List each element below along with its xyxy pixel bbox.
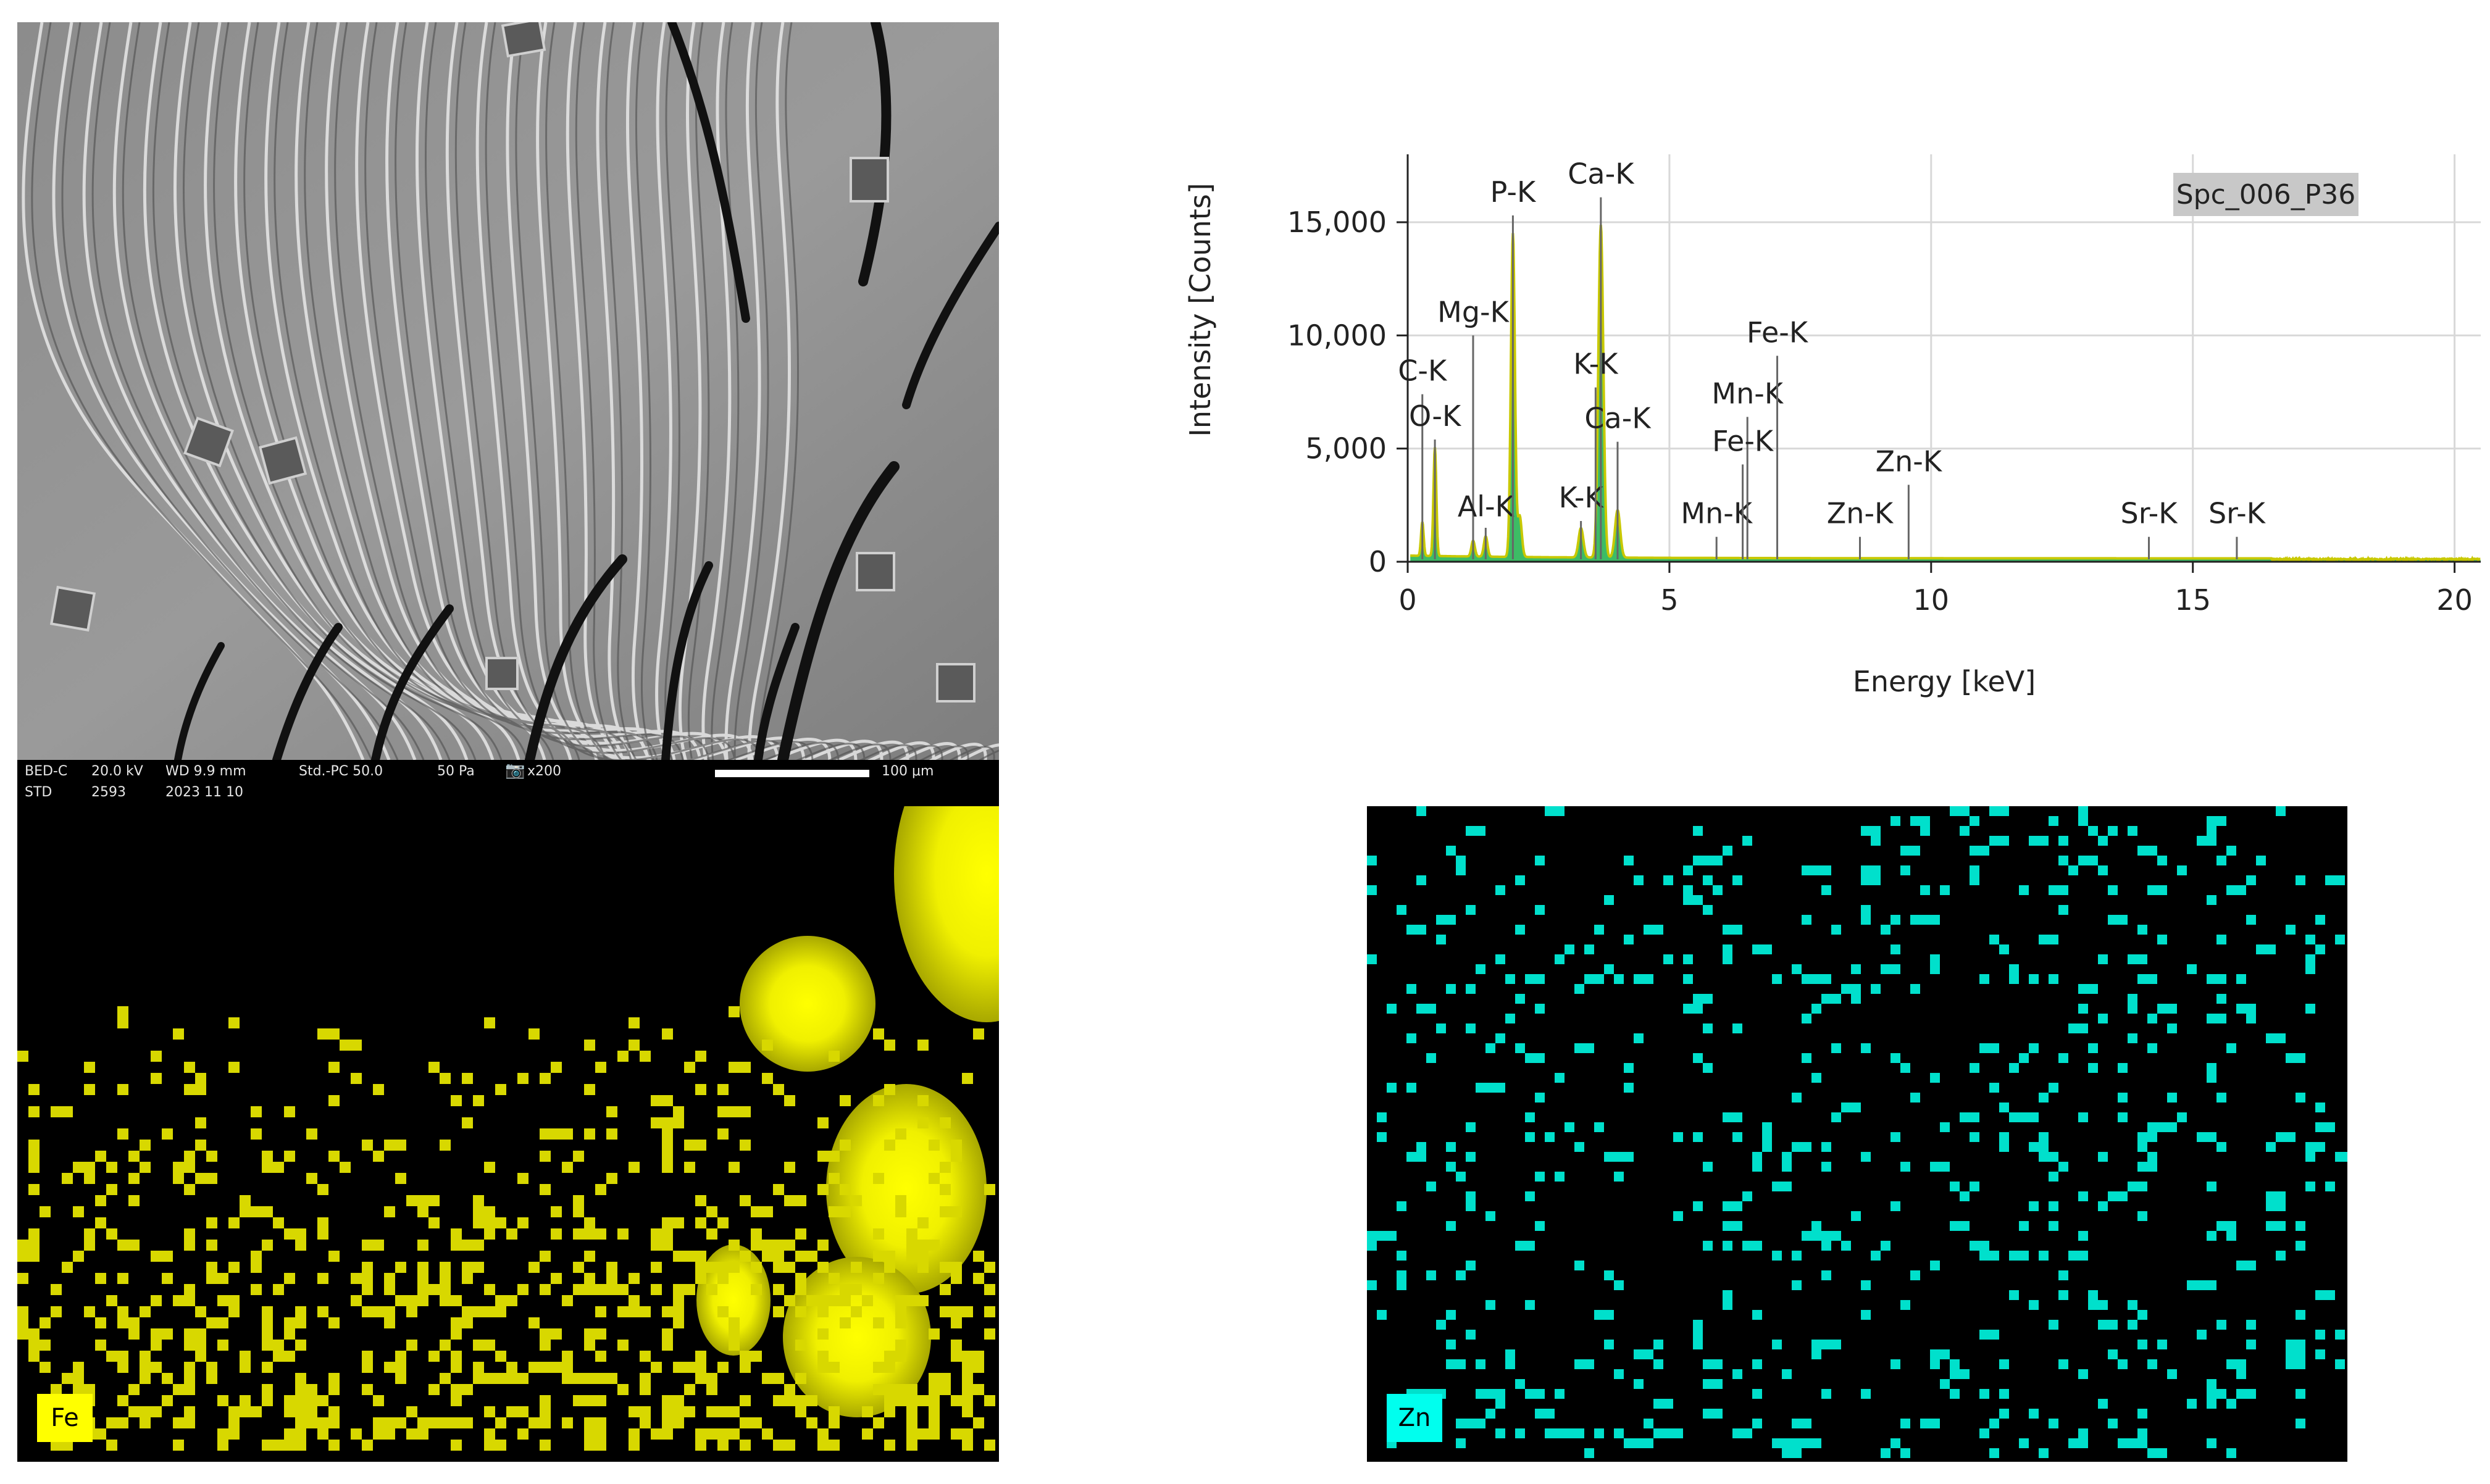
- sem-magnification: x200: [527, 764, 562, 779]
- sem-std-label: STD: [25, 785, 52, 800]
- fe-map-image: [17, 806, 999, 1451]
- sem-voltage: 20.0 kV: [91, 764, 143, 779]
- peak-label: Ca-K: [1568, 157, 1635, 191]
- peak-label: Mn-K: [1711, 377, 1784, 410]
- sem-image-number: 2593: [91, 785, 126, 800]
- peak-label: Sr-K: [2121, 497, 2179, 530]
- x-tick-label: 10: [1913, 583, 1950, 617]
- scale-bar: [715, 770, 869, 777]
- legend-box: [2173, 173, 2358, 216]
- y-tick-label: 0: [1369, 545, 1387, 578]
- peak-label: Mn-K: [1681, 497, 1753, 530]
- peak-label: C-K: [1398, 354, 1448, 388]
- peak-label: Ca-K: [1584, 402, 1652, 435]
- chart-peak-labels: C-K O-K Mg-K Al-K P-K K-K K-K Ca-K Ca-K Mn-K Mn-K F…: [1398, 157, 2266, 559]
- chart-axes: 0 5 10 15 20 0 5,000 10,000 15,000: [1287, 154, 2481, 617]
- peak-label: Fe-K: [1747, 315, 1809, 349]
- y-tick-label: 15,000: [1287, 206, 1387, 239]
- scale-bar-label: 100 μm: [882, 764, 934, 779]
- peak-label: K-K: [1573, 348, 1619, 381]
- peak-label: Fe-K: [1712, 424, 1774, 457]
- sem-date: 2023 11 10: [165, 785, 243, 800]
- spectrum-fill: [1410, 225, 2481, 562]
- fe-map-label: Fe: [37, 1394, 93, 1442]
- peak-label: O-K: [1409, 399, 1462, 433]
- y-axis-label: Intensity [Counts]: [1184, 183, 1217, 436]
- sem-pressure: 50 Pa: [437, 764, 475, 779]
- x-tick-label: 15: [2175, 583, 2211, 617]
- sem-micrograph-image: [17, 22, 999, 760]
- peak-label: Zn-K: [1876, 444, 1943, 478]
- peak-label: P-K: [1490, 175, 1537, 209]
- camera-icon: 📷: [505, 761, 525, 780]
- peak-label: Sr-K: [2208, 497, 2266, 530]
- fe-map-panel: Fe: [17, 806, 999, 1462]
- sem-micrograph-panel: BED-C 20.0 kV WD 9.9 mm Std.-PC 50.0 50 …: [17, 22, 999, 806]
- peak-label: Al-K: [1458, 490, 1515, 523]
- peak-label: Mg-K: [1437, 295, 1510, 328]
- sem-info-bar: BED-C 20.0 kV WD 9.9 mm Std.-PC 50.0 50 …: [17, 760, 999, 806]
- eds-spectrum-chart: 0 5 10 15 20 0 5,000 10,000 15,000 C-K O-K Mg-K Al-…: [1184, 154, 2481, 698]
- zn-map-image: [1367, 806, 2347, 1458]
- sem-mode: Std.-PC 50.0: [299, 764, 383, 779]
- chart-plot-area: [1410, 225, 2481, 563]
- sem-detector: BED-C: [25, 764, 68, 779]
- zn-map-panel: Zn: [1367, 806, 2347, 1462]
- sem-working-distance: WD 9.9 mm: [165, 764, 246, 779]
- x-tick-label: 20: [2436, 583, 2473, 617]
- x-tick-label: 0: [1398, 583, 1416, 617]
- x-tick-label: 5: [1660, 583, 1678, 617]
- x-axis-label: Energy [keV]: [1853, 665, 2036, 698]
- zn-map-label: Zn: [1387, 1394, 1442, 1442]
- peak-label: Zn-K: [1827, 497, 1894, 530]
- legend-box-label: Spc_006_P36: [2176, 179, 2356, 211]
- y-tick-label: 5,000: [1305, 432, 1387, 465]
- y-tick-label: 10,000: [1287, 319, 1387, 352]
- spectrum-line: [1410, 225, 2481, 563]
- peak-label: K-K: [1559, 481, 1605, 514]
